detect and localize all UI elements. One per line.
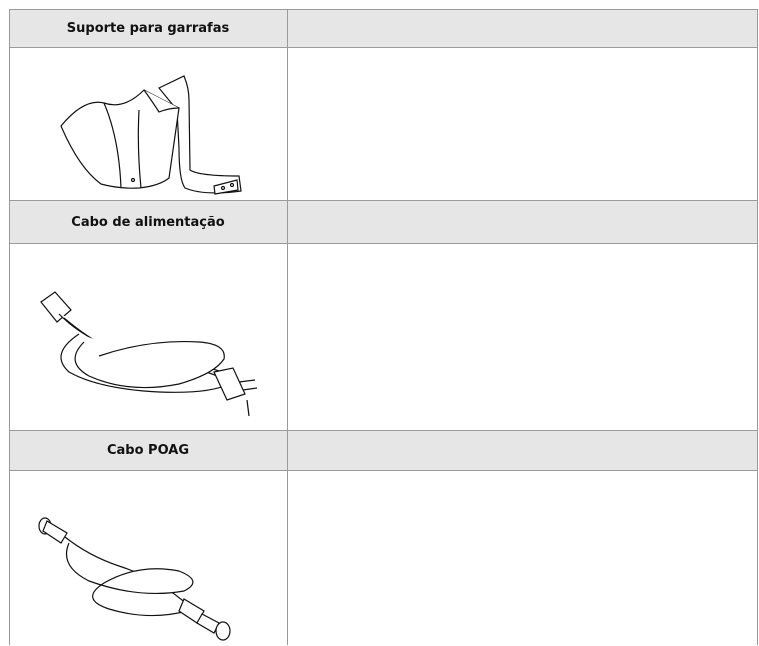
table-border bbox=[9, 9, 10, 645]
bottle-holder-illustration bbox=[60, 75, 242, 195]
row-header: Cabo de alimentação bbox=[9, 200, 287, 243]
row-header: Suporte para garrafas bbox=[9, 9, 287, 47]
row-header-empty bbox=[287, 200, 758, 243]
empty-cell bbox=[287, 243, 758, 430]
power-cord-illustration bbox=[40, 291, 258, 417]
row-header: Cabo POAG bbox=[9, 430, 287, 470]
empty-cell bbox=[287, 47, 758, 200]
image-cell bbox=[9, 47, 287, 200]
poag-cable-illustration bbox=[38, 517, 231, 641]
image-cell bbox=[9, 470, 287, 645]
image-cell bbox=[9, 243, 287, 430]
table-border bbox=[757, 9, 758, 645]
row-header-empty bbox=[287, 9, 758, 47]
row-header-empty bbox=[287, 430, 758, 470]
empty-cell bbox=[287, 470, 758, 645]
accessory-table: Suporte para garrafas Cabo de alimentaçã… bbox=[9, 9, 758, 645]
